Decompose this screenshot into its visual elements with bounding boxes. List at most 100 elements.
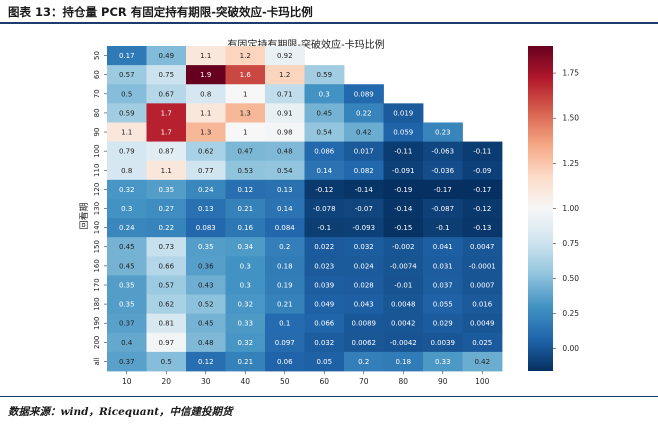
heatmap-cell <box>225 294 266 315</box>
cell-label: 0.37 <box>119 358 135 366</box>
heatmap-cell <box>265 46 305 66</box>
heatmap-cells: 0.17 0.49 1.1 1.2 0.92 0.57 0.75 1.9 1.6 1.2 0.59 0… <box>107 46 503 372</box>
heatmap-cell <box>265 122 305 142</box>
heatmap-cell <box>225 332 266 353</box>
x-tick-label: 40 <box>240 377 250 386</box>
cell-label: -0.002 <box>392 243 415 251</box>
heatmap-cell <box>265 313 305 334</box>
cell-label: -0.091 <box>392 167 415 175</box>
cell-label: 0.049 <box>314 301 334 309</box>
cell-label: 0.62 <box>198 148 214 156</box>
x-tick-label: 50 <box>280 377 290 386</box>
cell-label: 0.71 <box>277 90 293 98</box>
cell-label: 0.45 <box>316 109 332 117</box>
cell-label: 0.022 <box>314 243 334 251</box>
cell-label: 0.19 <box>277 281 293 289</box>
cell-label: 0.089 <box>354 90 374 98</box>
heatmap-cell <box>383 103 424 123</box>
heatmap-cell <box>265 256 305 276</box>
heatmap-cell <box>107 141 147 162</box>
heatmap-chart: 有固定持有期限-突破效应-卡玛比例 回看期 0.17 0.49 1.1 1.2 0.92… <box>78 38 579 386</box>
cell-label: 0.45 <box>119 243 135 251</box>
x-tick-labels: 10 20 30 40 50 60 70 80 90 100 <box>122 371 490 386</box>
heatmap-cell <box>462 294 503 315</box>
cell-label: 0.086 <box>314 148 335 156</box>
colorbar-tick-label: 0.50 <box>560 274 579 283</box>
cell-label: -0.19 <box>394 186 412 194</box>
heatmap-cell <box>186 294 226 315</box>
heatmap-cell <box>265 84 305 104</box>
cell-label: 0.27 <box>158 205 174 213</box>
heatmap-cell <box>383 351 424 372</box>
cell-label: 0.21 <box>237 358 253 366</box>
heatmap-cell <box>107 351 147 372</box>
cell-label: 0.024 <box>354 262 375 270</box>
cell-label: -0.09 <box>473 167 491 175</box>
heatmap-cell <box>146 332 187 353</box>
heatmap-cell <box>304 141 345 162</box>
heatmap-cell <box>304 84 345 104</box>
cell-label: 0.57 <box>158 281 174 289</box>
heatmap-cell <box>146 294 187 315</box>
cell-label: 1 <box>243 129 247 137</box>
heatmap-cell <box>462 237 503 257</box>
cell-label: 0.066 <box>314 320 335 328</box>
cell-label: 0.91 <box>277 109 293 117</box>
cell-label: 0.98 <box>277 129 293 137</box>
cell-label: 0.8 <box>200 90 211 98</box>
heatmap-cell <box>107 313 147 334</box>
heatmap-cell <box>186 160 226 181</box>
heatmap-cell <box>146 237 187 257</box>
heatmap-cell <box>304 351 345 372</box>
cell-label: 0.05 <box>316 358 332 366</box>
heatmap-cell <box>344 237 384 257</box>
heatmap-cell <box>344 351 384 372</box>
y-tick-label: 120 <box>93 183 101 196</box>
heatmap-cell <box>186 256 226 276</box>
heatmap-cell <box>304 160 345 181</box>
heatmap-cell <box>107 237 147 257</box>
cell-label: -0.1 <box>317 224 331 232</box>
heatmap-cell <box>186 198 226 219</box>
heatmap-cell <box>186 84 226 104</box>
heatmap-cell <box>265 332 305 353</box>
heatmap-cell <box>186 351 226 372</box>
cell-label: 0.06 <box>277 358 293 366</box>
heatmap-cell <box>462 198 503 219</box>
cell-label: -0.07 <box>355 205 373 213</box>
heatmap-cell <box>225 160 266 181</box>
heatmap-cell <box>186 46 226 66</box>
cell-label: 0.0007 <box>470 281 495 289</box>
cell-label: 0.22 <box>356 109 372 117</box>
cell-label: 0.87 <box>158 148 174 156</box>
cell-label: 0.016 <box>472 301 493 309</box>
heatmap-cell <box>344 218 384 238</box>
y-tick-label: 180 <box>93 297 101 310</box>
cell-label: 0.62 <box>158 301 174 309</box>
y-tick-label: all <box>93 357 101 365</box>
heatmap-cell <box>225 237 266 257</box>
heatmap-cell <box>107 294 147 315</box>
cell-label: 0.023 <box>314 262 334 270</box>
cell-label: 0.3 <box>121 205 132 213</box>
cell-label: -0.15 <box>394 224 412 232</box>
cell-label: 0.031 <box>433 262 453 270</box>
heatmap-cell <box>423 237 463 257</box>
heatmap-cell <box>462 141 503 162</box>
heatmap-cell <box>304 218 345 238</box>
cell-label: 0.2 <box>358 358 369 366</box>
cell-label: 0.8 <box>121 167 132 175</box>
cell-label: 0.0062 <box>352 339 377 347</box>
heatmap-cell <box>383 313 424 334</box>
heatmap-cell <box>107 65 147 85</box>
y-tick-label: 50 <box>93 51 101 60</box>
heatmap-cell <box>383 275 424 295</box>
cell-label: -0.12 <box>315 186 333 194</box>
cell-label: 0.54 <box>316 129 332 137</box>
heatmap-cell <box>423 294 463 315</box>
heatmap-cell <box>107 160 147 181</box>
cell-label: 0.12 <box>237 186 253 194</box>
y-tick-label: 130 <box>93 202 101 215</box>
y-tick-label: 80 <box>93 108 101 117</box>
heatmap-cell <box>186 65 226 85</box>
